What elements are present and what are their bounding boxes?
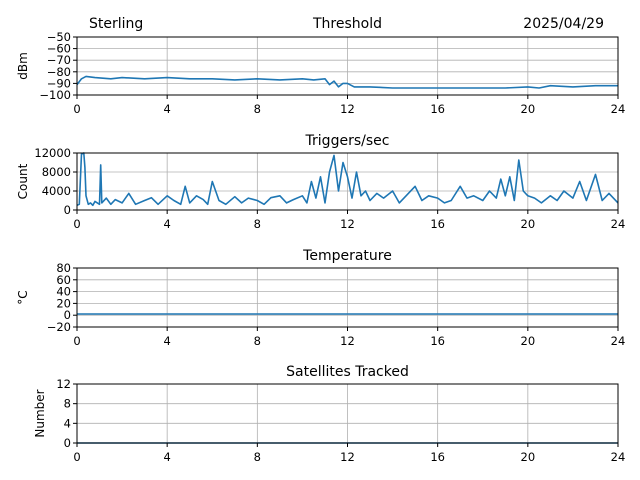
satellites-tracked-ytick-label: 12 [56, 377, 71, 391]
temperature-xtick-label: 0 [73, 334, 80, 348]
temperature-ytick-label: 20 [56, 296, 71, 310]
satellites-tracked-ytick-label: 0 [64, 436, 71, 450]
triggers-sec-xtick-label: 20 [521, 217, 536, 231]
satellites-tracked-ytick-label: 4 [64, 416, 71, 430]
temperature-xtick-label: 4 [164, 334, 171, 348]
threshold-xtick-label: 16 [430, 102, 445, 116]
threshold-ytick-label: −80 [47, 65, 71, 79]
temperature-xtick-label: 20 [521, 334, 536, 348]
satellites-tracked-xtick-label: 16 [430, 450, 445, 464]
temperature-ytick-label: 60 [56, 273, 71, 287]
threshold-title: Threshold [312, 16, 382, 32]
triggers-sec-xtick-label: 8 [254, 217, 261, 231]
triggers-sec-title: Triggers/sec [305, 133, 390, 149]
satellites-tracked-xtick-label: 4 [164, 450, 171, 464]
threshold-xtick-label: 4 [164, 102, 171, 116]
threshold-ytick-label: −100 [39, 88, 71, 102]
triggers-sec-xtick-label: 0 [73, 217, 80, 231]
threshold-ytick-label: −60 [47, 42, 71, 56]
triggers-sec-xtick-label: 4 [164, 217, 171, 231]
satellites-tracked-xtick-label: 8 [254, 450, 261, 464]
temperature-xtick-label: 12 [340, 334, 355, 348]
temperature-ytick-label: −20 [47, 320, 71, 334]
triggers-sec-xtick-label: 24 [611, 217, 626, 231]
threshold-xtick-label: 24 [611, 102, 626, 116]
satellites-tracked-xtick-label: 24 [611, 450, 626, 464]
threshold-ytick-label: −50 [47, 30, 71, 44]
satellites-tracked-title: Satellites Tracked [286, 364, 409, 380]
threshold-series-line [76, 75, 618, 89]
satellites-tracked-ylabel: Number [33, 389, 47, 437]
threshold-ylabel: dBm [16, 52, 30, 80]
threshold-xtick-label: 0 [73, 102, 80, 116]
temperature-ylabel: °C [16, 290, 30, 304]
temperature-xtick-label: 16 [430, 334, 445, 348]
threshold-xtick-label: 8 [254, 102, 261, 116]
temperature-ytick-label: 40 [56, 285, 71, 299]
satellites-tracked-xtick-label: 20 [521, 450, 536, 464]
temperature-ytick-label: 0 [64, 308, 71, 322]
temperature-xtick-label: 8 [254, 334, 261, 348]
satellites-tracked-xtick-label: 0 [73, 450, 80, 464]
triggers-sec-panel: 0 4 8 12 16 20 24 12000 8000 4000 0 Triggers/sec Cou… [16, 133, 625, 231]
temperature-xtick-label: 24 [611, 334, 626, 348]
triggers-sec-ytick-label: 0 [64, 203, 71, 217]
date-label: 2025/04/29 [523, 16, 604, 32]
chart-panels: 0 4 8 12 16 20 24 −50−60−70−80−90−100 Threshold d… [16, 16, 625, 464]
triggers-sec-series-line [76, 152, 619, 207]
temperature-title: Temperature [302, 248, 392, 264]
triggers-sec-ylabel: Count [16, 163, 30, 199]
station-name: Sterling [89, 16, 143, 32]
threshold-xtick-label: 12 [340, 102, 355, 116]
threshold-xtick-label: 20 [521, 102, 536, 116]
threshold-ytick-label: −70 [47, 53, 71, 67]
temperature-ytick-label: 80 [56, 261, 71, 275]
triggers-sec-ytick-label: 12000 [34, 146, 71, 160]
threshold-panel: 0 4 8 12 16 20 24 −50−60−70−80−90−100 Threshold d… [16, 16, 625, 116]
triggers-sec-ytick-label: 8000 [42, 165, 71, 179]
triggers-sec-xtick-label: 16 [430, 217, 445, 231]
satellites-tracked-panel: 0 4 8 12 16 20 24 12 8 4 0 Satellites Tracked Number [33, 364, 625, 464]
threshold-ytick-label: −90 [47, 76, 71, 90]
triggers-sec-xtick-label: 12 [340, 217, 355, 231]
triggers-sec-ytick-label: 4000 [42, 184, 71, 198]
satellites-tracked-xtick-label: 12 [340, 450, 355, 464]
satellites-tracked-ytick-label: 8 [64, 397, 71, 411]
